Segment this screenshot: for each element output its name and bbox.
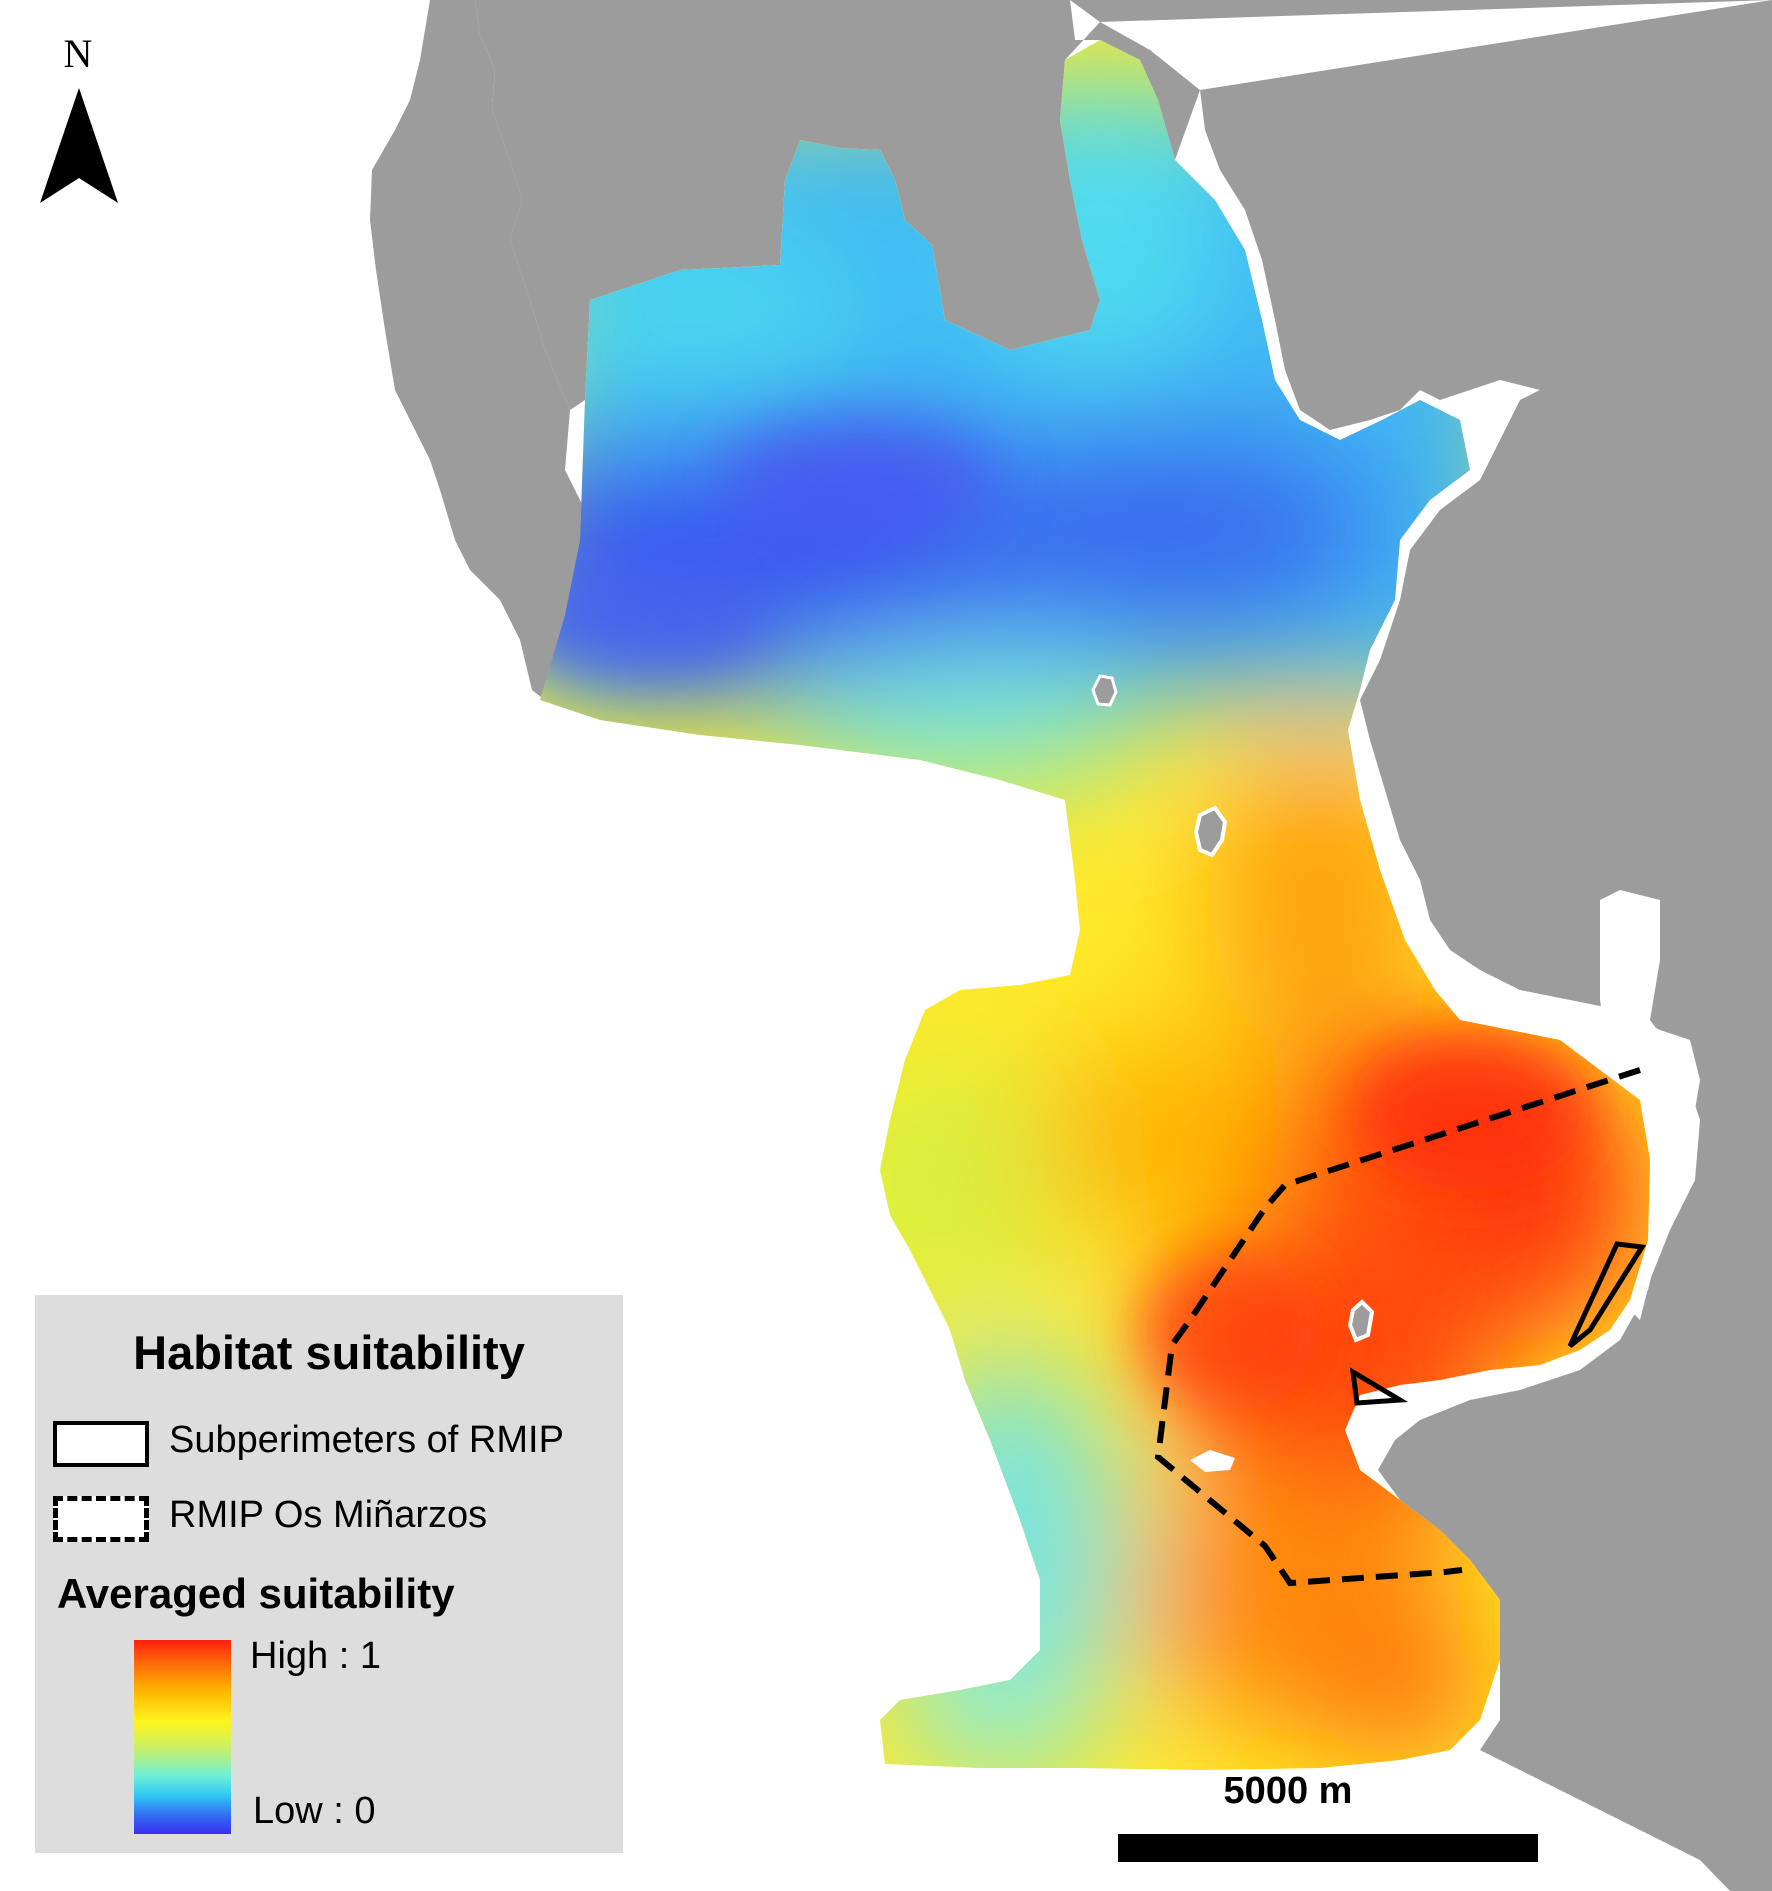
subperimeter-east	[1567, 1241, 1647, 1348]
legend-item-label: RMIP Os Miñarzos	[169, 1494, 488, 1536]
land-north	[475, 0, 1772, 410]
north-arrow-icon	[40, 88, 118, 203]
north-arrow: N	[28, 30, 128, 220]
scale-bar: 5000 m	[1118, 1770, 1538, 1870]
legend-title: Habitat suitability	[133, 1326, 525, 1379]
rmip-boundary	[1154, 1067, 1641, 1587]
legend-ramp-title: Averaged suitability	[57, 1570, 455, 1617]
island-2	[1193, 805, 1228, 858]
legend-item-label: Subperimeters of RMIP	[169, 1419, 564, 1461]
island-3	[1347, 1299, 1375, 1343]
ramp-high-label: High : 1	[250, 1635, 381, 1677]
shore-strip-east	[1600, 890, 1700, 1320]
land-west	[370, 0, 590, 700]
islet-white	[1190, 1450, 1235, 1472]
legend: Habitat suitability Subperimeters of RMI…	[35, 1295, 623, 1853]
subperimeter-south	[1349, 1367, 1409, 1406]
color-ramp	[134, 1640, 231, 1834]
ramp-low-label: Low : 0	[253, 1790, 376, 1832]
scale-bar-line	[1118, 1834, 1538, 1862]
scale-bar-label: 5000 m	[1223, 1770, 1353, 1812]
island-1	[1091, 674, 1118, 707]
solid-outline-swatch	[53, 1421, 149, 1467]
dashed-outline-swatch	[53, 1496, 149, 1542]
legend-item-subperimeters: Subperimeters of RMIP	[53, 1417, 623, 1473]
north-letter: N	[63, 31, 93, 76]
legend-item-rmip: RMIP Os Miñarzos	[53, 1492, 623, 1548]
land-east	[1200, 0, 1772, 1891]
